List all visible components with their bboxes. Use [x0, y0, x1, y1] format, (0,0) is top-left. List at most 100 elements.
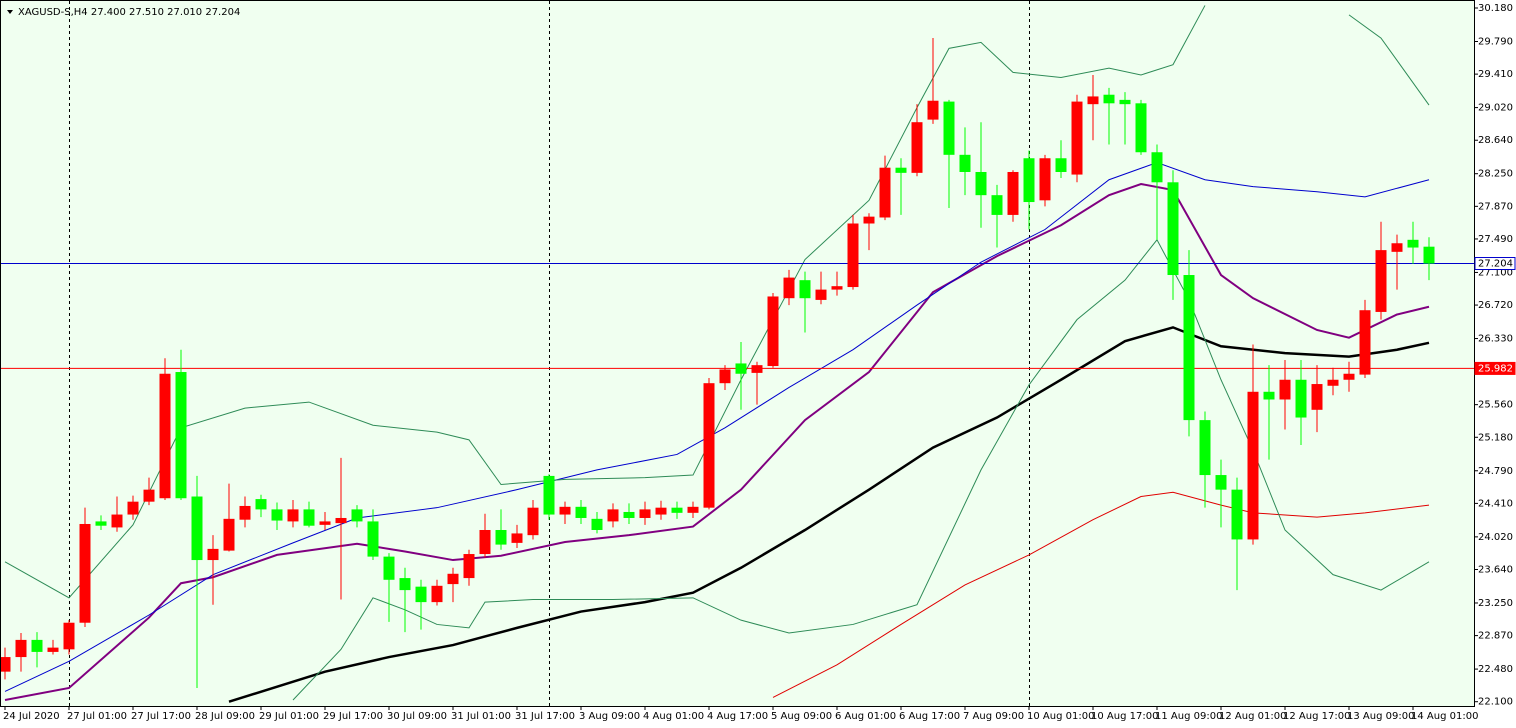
- x-tick-label: 14 Aug 01:00: [1411, 711, 1478, 722]
- candle-body: [559, 506, 571, 515]
- candle-body: [1391, 243, 1403, 252]
- y-tick-label: 29.410: [1478, 69, 1513, 80]
- candle-body: [351, 509, 363, 522]
- candle-body: [1183, 275, 1195, 421]
- x-tick-label: 10 Aug 01:00: [1027, 711, 1094, 722]
- y-tick-label: 22.100: [1478, 697, 1513, 708]
- candle-body: [1215, 475, 1227, 490]
- x-tick-label: 29 Jul 01:00: [259, 711, 319, 722]
- candle-body: [607, 509, 619, 522]
- candle-body: [47, 647, 59, 652]
- candle-body: [63, 622, 75, 650]
- candle-body: [767, 296, 779, 367]
- indicator-line: [228, 326, 1430, 703]
- candle-body: [415, 586, 427, 603]
- plot-area: [0, 0, 1475, 707]
- candle-body: [1199, 420, 1211, 476]
- candle-body: [527, 507, 539, 536]
- candle-body: [79, 523, 91, 623]
- price-label-box: [1474, 361, 1516, 375]
- candle-body: [1151, 152, 1163, 183]
- candle-body: [783, 277, 795, 299]
- x-tick-label: 31 Jul 17:00: [515, 711, 575, 722]
- candle-body: [591, 518, 603, 530]
- x-tick-label: 4 Aug 01:00: [643, 711, 704, 722]
- candle-body: [1263, 391, 1275, 400]
- y-tick-label: 22.480: [1478, 664, 1513, 675]
- y-tick-label: 27.490: [1478, 234, 1513, 245]
- candle-body: [447, 573, 459, 585]
- indicator-line: [4, 182, 1430, 701]
- candle-body: [367, 521, 379, 557]
- candle-body: [431, 585, 443, 603]
- candle-body: [383, 556, 395, 580]
- candle-body: [319, 521, 331, 525]
- x-tick-label: 24 Jul 2020: [3, 711, 60, 722]
- candle-body: [959, 154, 971, 172]
- candle-body: [1375, 250, 1387, 312]
- candle-body: [1, 657, 11, 672]
- y-tick-label: 23.250: [1478, 598, 1513, 609]
- candle-body: [799, 280, 811, 299]
- candle-body: [1423, 246, 1435, 264]
- y-tick-label: 24.020: [1478, 532, 1513, 543]
- candle-body: [943, 101, 955, 155]
- candle-body: [879, 167, 891, 218]
- x-tick-label: 7 Aug 09:00: [963, 711, 1024, 722]
- candle-body: [1119, 99, 1131, 105]
- candle-body: [687, 506, 699, 513]
- x-tick-label: 28 Jul 09:00: [195, 711, 255, 722]
- x-tick-label: 6 Aug 01:00: [835, 711, 896, 722]
- x-tick-label: 4 Aug 17:00: [707, 711, 768, 722]
- candle-body: [1359, 310, 1371, 375]
- price-label: 27.204: [1478, 259, 1513, 270]
- candle-body: [1087, 96, 1099, 105]
- x-tick-label: 6 Aug 17:00: [899, 711, 960, 722]
- indicator-line: [4, 5, 1430, 599]
- x-tick-label: 27 Jul 01:00: [67, 711, 127, 722]
- candle-body: [1167, 182, 1179, 276]
- y-tick-label: 25.560: [1478, 400, 1513, 411]
- candle-body: [895, 167, 907, 173]
- candle-body: [1407, 239, 1419, 248]
- y-tick-label: 26.330: [1478, 334, 1513, 345]
- candle-body: [1343, 373, 1355, 380]
- price-label: 25.982: [1478, 363, 1513, 374]
- candle-body: [623, 511, 635, 518]
- candle-body: [223, 518, 235, 551]
- candle-body: [111, 514, 123, 528]
- candle-body: [479, 530, 491, 555]
- candle-body: [991, 195, 1003, 215]
- price-label-box: [1474, 257, 1516, 271]
- candle-body: [831, 286, 843, 290]
- candle-body: [927, 100, 939, 120]
- candle-body: [239, 505, 251, 520]
- candle-body: [1071, 101, 1083, 175]
- chart-title: XAGUSD-S,H4 27.400 27.510 27.010 27.204: [18, 7, 240, 18]
- indicator-line: [772, 491, 1430, 698]
- candle-body: [1327, 379, 1339, 386]
- menu-arrow[interactable]: [7, 10, 13, 14]
- candle-body: [1135, 103, 1147, 153]
- candle-body: [1311, 384, 1323, 410]
- y-tick-label: 29.790: [1478, 36, 1513, 47]
- axes: 30.180 29.790 29.410 29.020 28.640 28.250 27.8…: [3, 3, 1516, 722]
- candle-body: [207, 548, 219, 561]
- candle-body: [495, 530, 507, 545]
- candle-body: [255, 499, 267, 510]
- x-tick-label: 12 Aug 01:00: [1219, 711, 1286, 722]
- candle-body: [95, 521, 107, 526]
- x-tick-label: 30 Jul 09:00: [387, 711, 447, 722]
- x-tick-label: 31 Jul 01:00: [451, 711, 511, 722]
- candle-body: [127, 501, 139, 515]
- candle-body: [1279, 379, 1291, 400]
- x-tick-label: 29 Jul 17:00: [323, 711, 383, 722]
- candle-body: [639, 509, 651, 518]
- candle-body: [735, 363, 747, 374]
- candle-body: [399, 578, 411, 591]
- candle-body: [463, 554, 475, 579]
- y-tick-label: 24.410: [1478, 498, 1513, 509]
- y-tick-label: 28.640: [1478, 135, 1513, 146]
- candle-body: [271, 509, 283, 521]
